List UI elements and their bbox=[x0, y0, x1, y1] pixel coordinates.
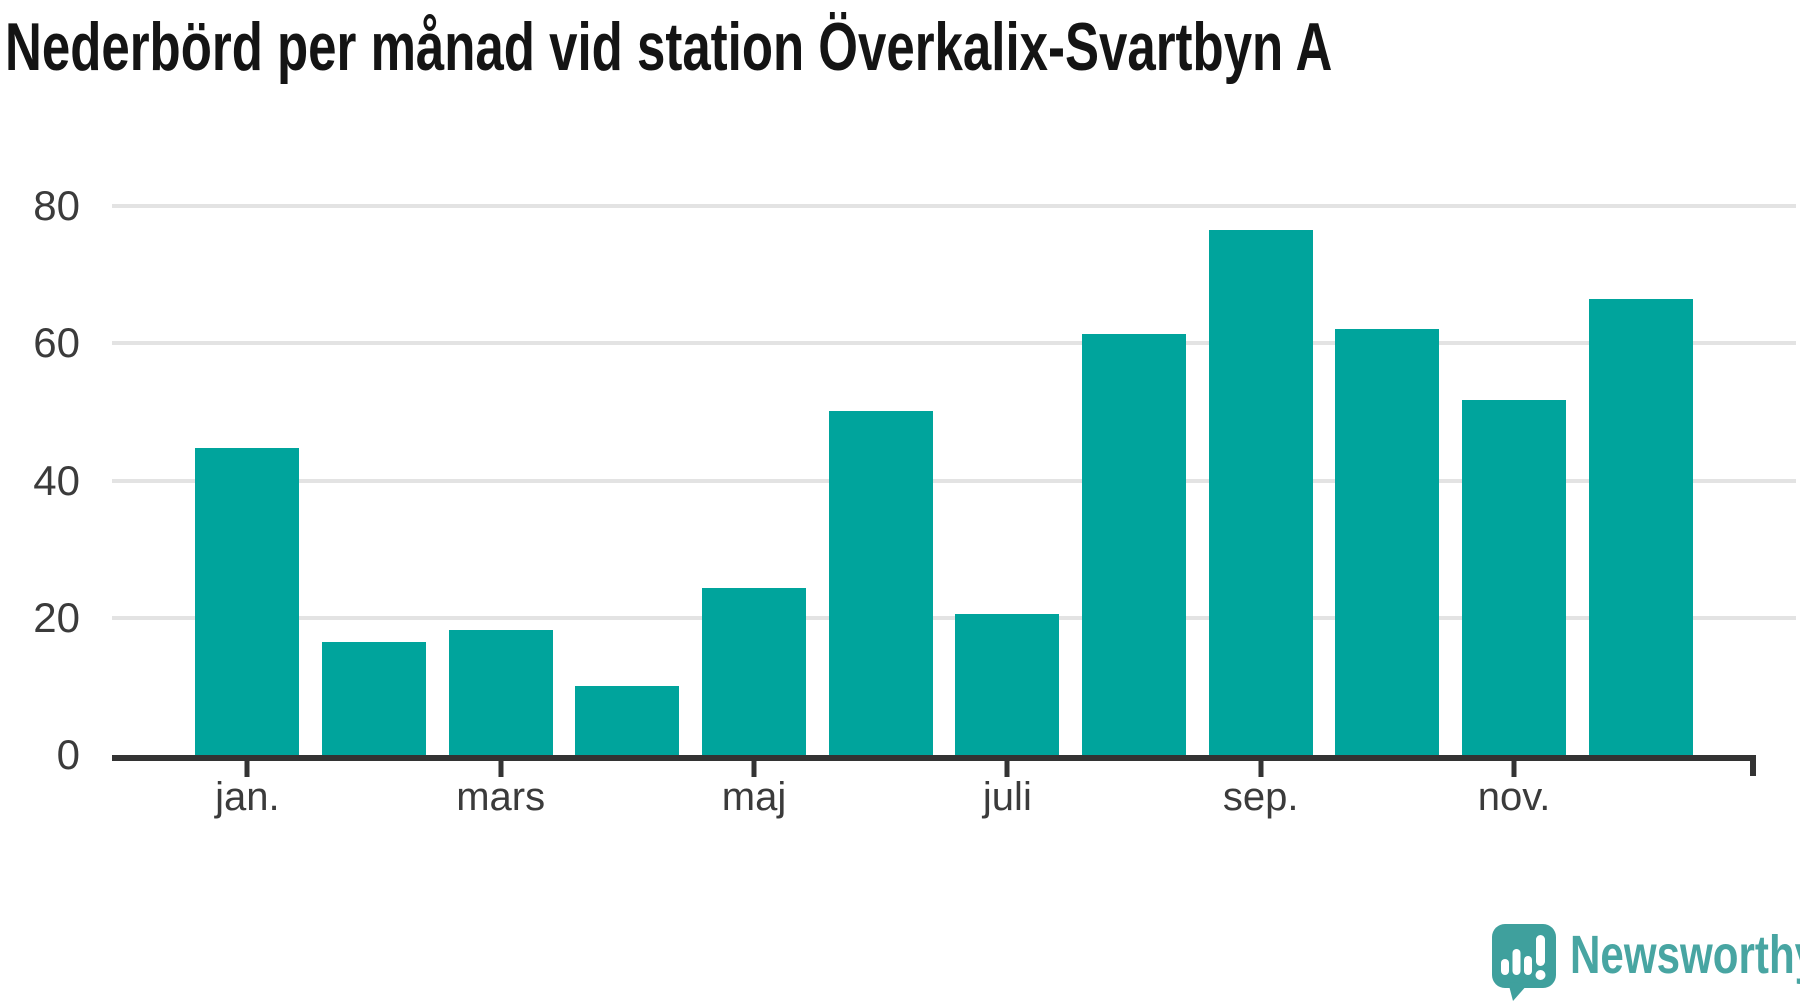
x-tick-label-sep.: sep. bbox=[1222, 775, 1299, 819]
bar-nov. bbox=[1462, 399, 1566, 755]
y-tick-label-0: 0 bbox=[56, 731, 80, 778]
x-tick-juli bbox=[1004, 761, 1010, 777]
x-tick-label-mars: mars bbox=[456, 775, 546, 819]
bar-slot-sep. bbox=[1197, 206, 1324, 755]
y-tick-label-80: 80 bbox=[33, 182, 80, 229]
y-tick-label-20: 20 bbox=[33, 593, 80, 641]
bar-slot-maj bbox=[691, 206, 818, 755]
x-slot-jan.: jan. bbox=[184, 761, 311, 831]
x-slot-dec. bbox=[1577, 761, 1704, 831]
x-tick-label-juli: juli bbox=[982, 775, 1032, 819]
x-tick-sep. bbox=[1258, 761, 1264, 777]
bar-slot-aug. bbox=[1071, 206, 1198, 755]
bar-juli bbox=[955, 613, 1060, 755]
x-slot-mars: mars bbox=[437, 761, 564, 831]
bar-slot-apr. bbox=[564, 206, 691, 755]
x-axis-line bbox=[112, 755, 1756, 761]
y-tick-label-60: 60 bbox=[33, 319, 80, 367]
x-slot-maj: maj bbox=[691, 761, 818, 831]
bar-slot-nov. bbox=[1451, 206, 1578, 755]
bar-okt. bbox=[1335, 328, 1440, 755]
gridline-20 bbox=[112, 615, 1796, 620]
x-slot-nov.: nov. bbox=[1451, 761, 1578, 831]
bar-slot-mars bbox=[437, 206, 564, 755]
chart-title: Nederbörd per månad vid station Överkali… bbox=[5, 9, 1333, 85]
y-tick-label-40: 40 bbox=[33, 456, 80, 504]
gridline-60 bbox=[112, 341, 1796, 346]
bar-maj bbox=[702, 587, 806, 755]
bar-slot-dec. bbox=[1577, 206, 1704, 755]
bar-dec. bbox=[1588, 299, 1693, 755]
bar-aug. bbox=[1082, 334, 1186, 755]
newsworthy-logo-text: Newsworthy bbox=[1570, 925, 1800, 985]
bar-jan. bbox=[195, 447, 300, 755]
bar-slot-juli bbox=[944, 206, 1071, 755]
newsworthy-speech-bubble-bar-chart-icon bbox=[1492, 924, 1556, 1001]
bar-feb. bbox=[322, 641, 426, 755]
x-tick-nov. bbox=[1511, 761, 1517, 777]
bar-mars bbox=[448, 630, 553, 755]
x-slot-juli: juli bbox=[944, 761, 1071, 831]
bar-slot-okt. bbox=[1324, 206, 1451, 755]
x-tick-label-jan.: jan. bbox=[215, 775, 280, 819]
x-axis: jan. mars maj juli sep. nov. bbox=[112, 761, 1756, 831]
bar-sep. bbox=[1208, 230, 1313, 755]
x-tick-jan. bbox=[244, 761, 250, 777]
x-tick-maj bbox=[751, 761, 757, 777]
gridline-80 bbox=[112, 204, 1796, 208]
bar-apr. bbox=[575, 685, 680, 755]
newsworthy-logo: Newsworthy bbox=[1492, 924, 1800, 1002]
bar-slot-jan. bbox=[184, 206, 311, 755]
x-tick-mars bbox=[498, 761, 504, 777]
bar-juni bbox=[828, 411, 933, 755]
plot-area bbox=[112, 206, 1756, 755]
bar-slot-juni bbox=[817, 206, 944, 755]
bar-slot-feb. bbox=[311, 206, 438, 755]
gridline-40 bbox=[112, 478, 1796, 483]
x-slot-sep.: sep. bbox=[1197, 761, 1324, 831]
x-tick-label-maj: maj bbox=[721, 775, 787, 819]
x-tick-label-nov.: nov. bbox=[1477, 775, 1551, 819]
x-axis-end-tick bbox=[1750, 755, 1756, 776]
